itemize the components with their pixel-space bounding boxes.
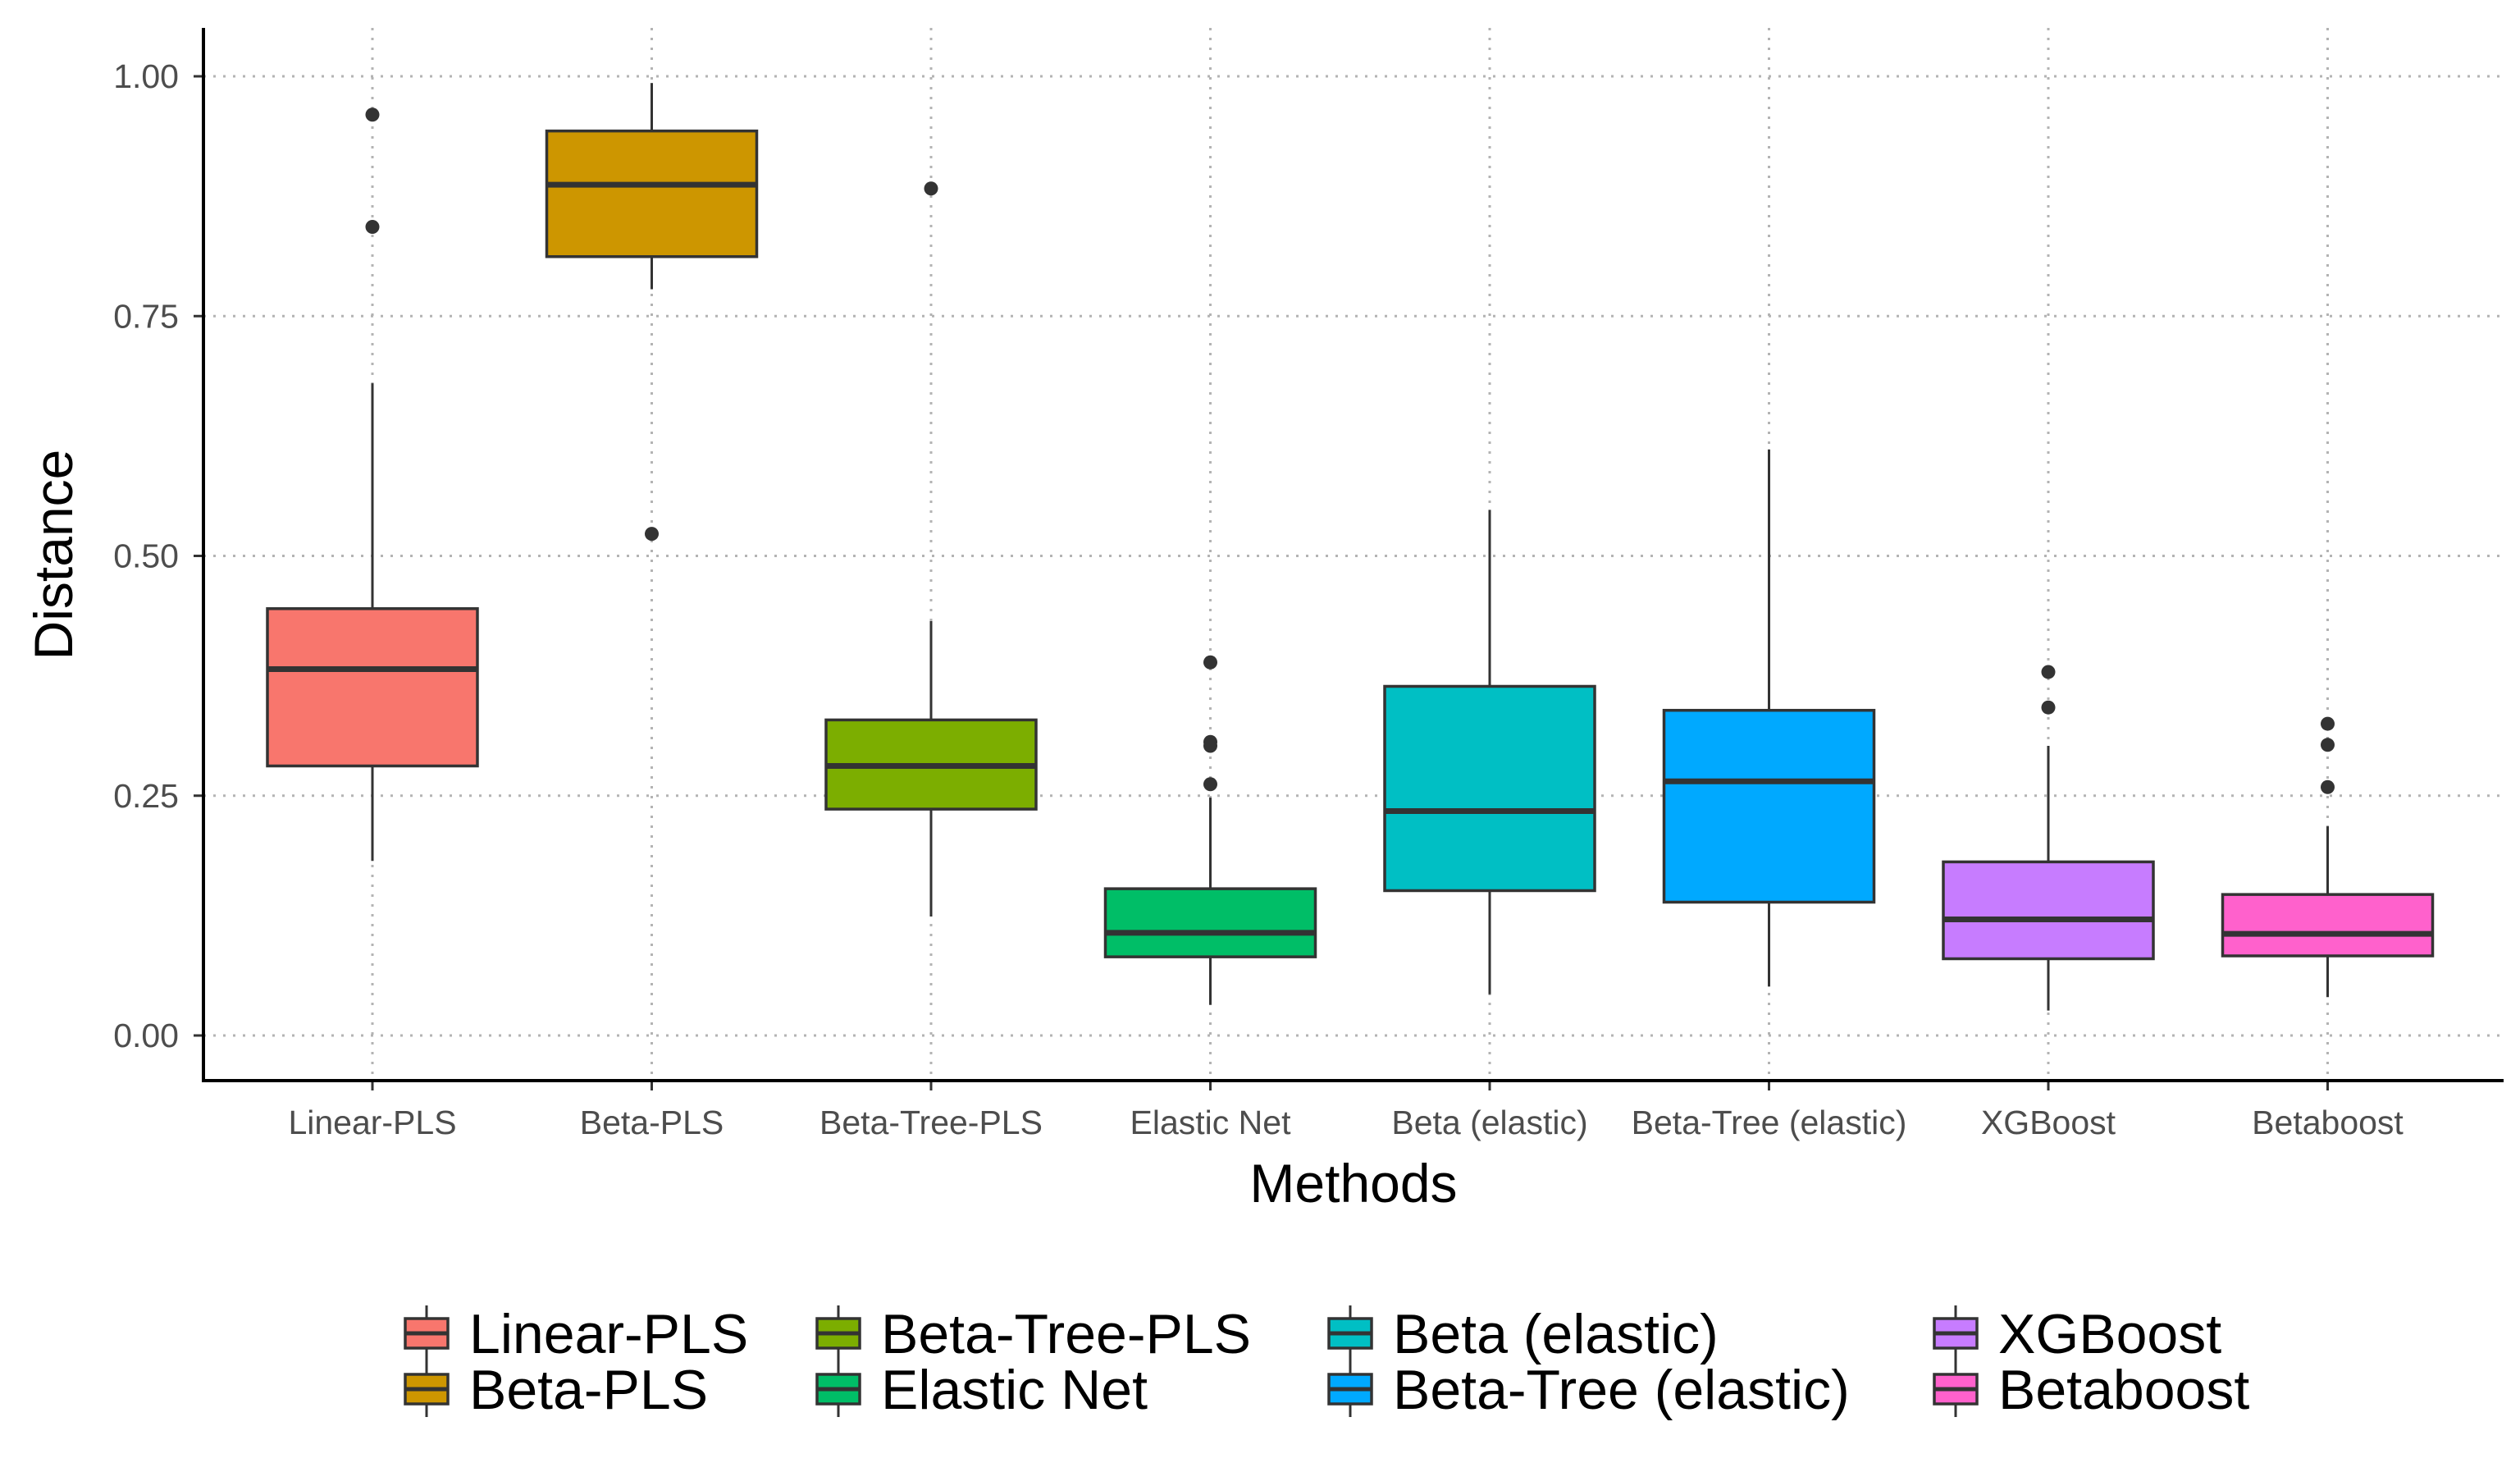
outlier-point	[1203, 655, 1217, 670]
legend-item-beta-tree-pls: Beta-Tree-PLS	[815, 1303, 1251, 1365]
box-iqr	[266, 607, 479, 768]
y-tick-label: 0.50	[113, 537, 179, 575]
y-tick-label: 1.00	[113, 57, 179, 95]
x-tick-label: Beta-Tree (elastic)	[1632, 1104, 1907, 1141]
legend-label: Elastic Net	[881, 1359, 1148, 1421]
outlier-point	[645, 527, 659, 542]
axes-layer	[202, 28, 2504, 1082]
x-tick-label: Betaboost	[2252, 1104, 2404, 1141]
outlier-point	[1203, 738, 1217, 753]
legend-item-linear-pls: Linear-PLS	[404, 1303, 748, 1365]
outlier-point	[2321, 779, 2335, 794]
x-axis-title: Methods	[1249, 1153, 1457, 1214]
outlier-point	[365, 220, 380, 235]
legend-label: XGBoost	[1998, 1303, 2221, 1365]
x-tick-label: Linear-PLS	[288, 1104, 456, 1141]
x-tick-label: Beta-PLS	[580, 1104, 724, 1141]
y-axis-title: Distance	[23, 450, 84, 661]
outlier-point	[2321, 738, 2335, 752]
box-iqr	[1942, 860, 2155, 961]
box-xgboost	[1942, 665, 2155, 1011]
box-iqr	[1383, 684, 1596, 893]
legend-item-xgboost: XGBoost	[1933, 1303, 2221, 1365]
x-axis-ticks: Linear-PLS Beta-PLS Beta-Tree-PLS Elastic N…	[288, 1081, 2404, 1141]
y-tick-label: 0.75	[113, 297, 179, 335]
box-iqr	[545, 129, 759, 258]
outlier-point	[365, 107, 380, 122]
box-iqr	[1103, 887, 1317, 958]
legend-item-beta-elastic-: Beta (elastic)	[1327, 1303, 1719, 1365]
legend-item-elastic-net: Elastic Net	[815, 1359, 1148, 1421]
box-linear-pls	[266, 107, 479, 862]
outlier-point	[2041, 700, 2056, 715]
outlier-point	[2041, 665, 2056, 679]
legend-label: Beta-Tree (elastic)	[1393, 1359, 1850, 1421]
x-tick-label: Beta-Tree-PLS	[819, 1104, 1043, 1141]
legend-label: Beta-PLS	[469, 1359, 708, 1421]
box-beta-tree-pls	[824, 181, 1038, 917]
outlier-point	[2321, 716, 2335, 731]
y-tick-label: 0.00	[113, 1017, 179, 1054]
legend-label: Beta (elastic)	[1393, 1303, 1719, 1365]
legend-label: Betaboost	[1998, 1359, 2249, 1421]
x-tick-label: Elastic Net	[1130, 1104, 1292, 1141]
legend-item-beta-pls: Beta-PLS	[404, 1359, 708, 1421]
boxes-layer	[266, 83, 2435, 1011]
y-axis-ticks: 0.00 0.25 0.50 0.75 1.00	[113, 57, 203, 1054]
outlier-point	[924, 181, 938, 196]
x-tick-label: Beta (elastic)	[1391, 1104, 1587, 1141]
x-tick-label: XGBoost	[1981, 1104, 2116, 1141]
box-beta-elastic-	[1383, 510, 1596, 994]
box-betaboost	[2221, 716, 2435, 998]
outlier-point	[1203, 777, 1217, 792]
box-beta-tree-elastic-	[1662, 449, 1876, 987]
legend-item-beta-tree-elastic-: Beta-Tree (elastic)	[1327, 1359, 1850, 1421]
y-tick-label: 0.25	[113, 777, 179, 815]
legend-label: Linear-PLS	[469, 1303, 748, 1365]
box-iqr	[2221, 893, 2435, 958]
box-iqr	[1662, 708, 1876, 904]
box-elastic-net	[1103, 655, 1317, 1005]
box-beta-pls	[545, 83, 759, 542]
legend-item-betaboost: Betaboost	[1933, 1359, 2249, 1421]
legend-label: Beta-Tree-PLS	[881, 1303, 1251, 1365]
